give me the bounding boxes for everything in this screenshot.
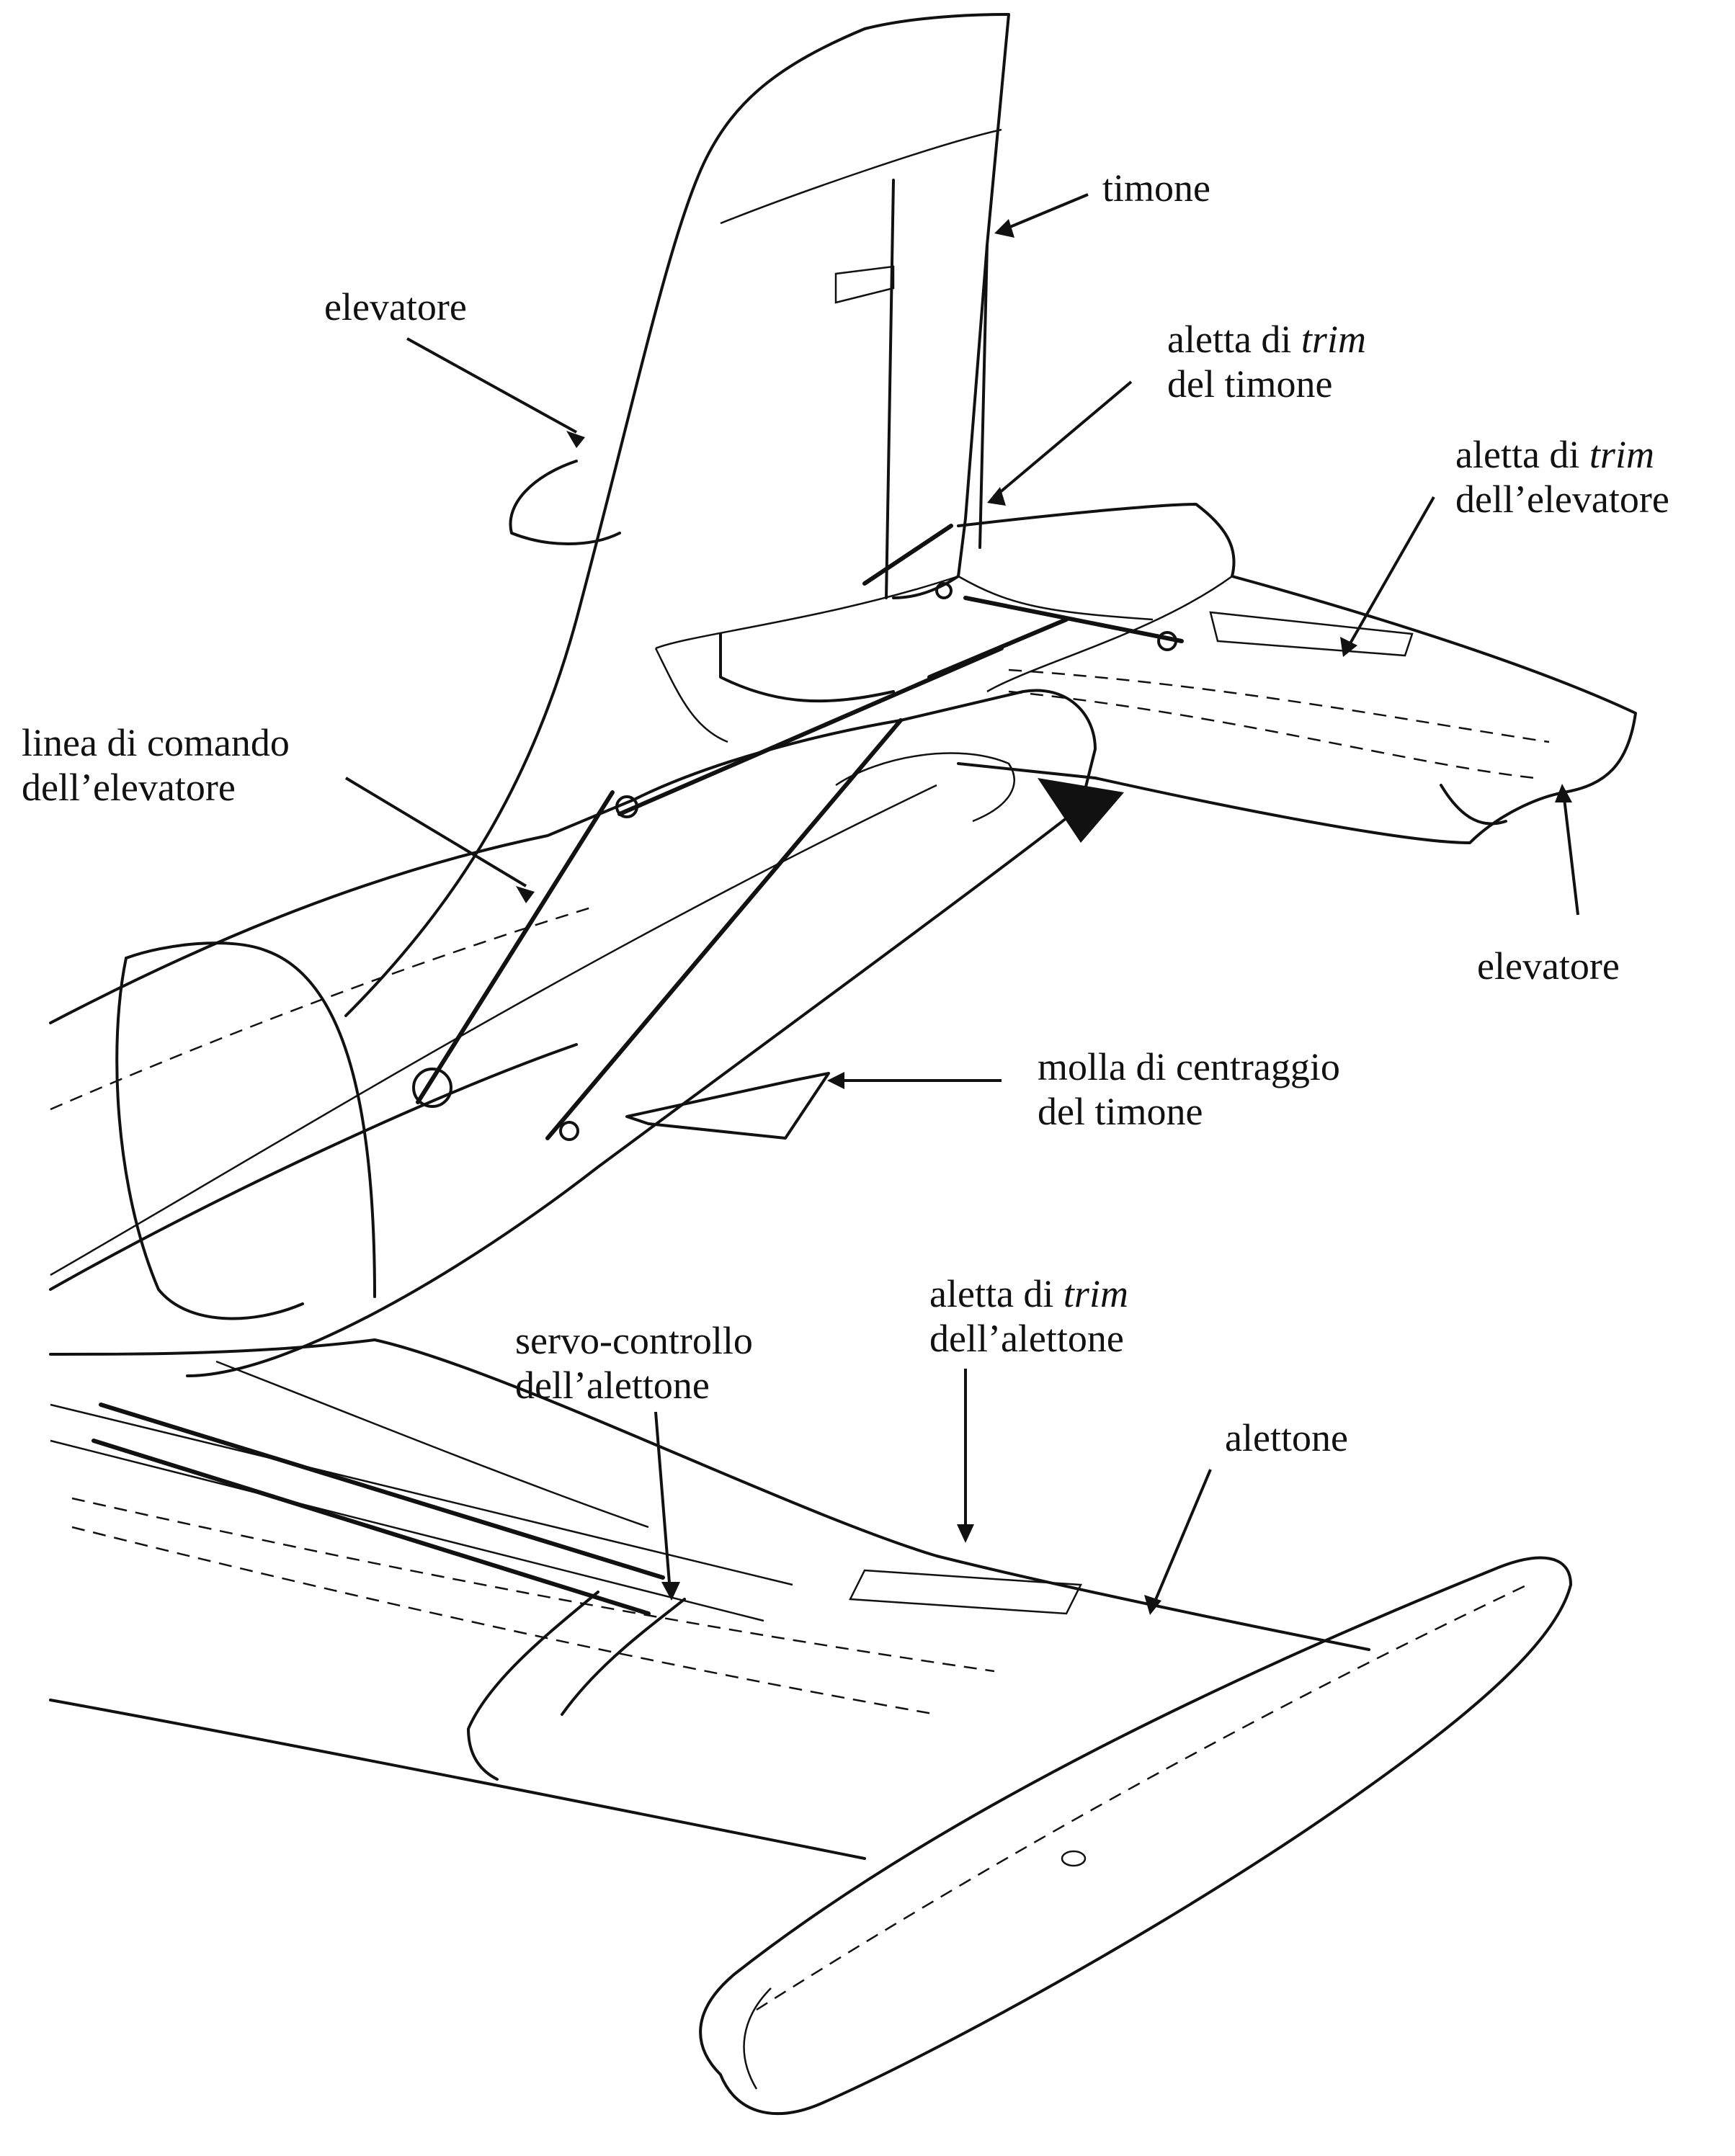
label-trim-alettone-line1: aletta di trim [929,1271,1128,1316]
label-servo-line2: dell’alettone [515,1364,710,1407]
label-trim-alettone: aletta di trim dell’alettone [929,1271,1128,1361]
label-trim-timone-prefix: aletta di [1167,318,1301,361]
label-elevatore-right: elevatore [1477,944,1620,988]
label-alettone: alettone [1225,1415,1348,1460]
label-servo-line1: servo-controllo [515,1319,753,1362]
label-linea-comando-line2: dell’elevatore [22,766,236,809]
label-trim-alettone-trim: trim [1063,1272,1128,1315]
arrowheads [516,219,1572,1615]
fuselage [49,689,1124,1377]
label-linea-comando-line1: linea di comando [22,721,290,764]
label-elevatore-right-text: elevatore [1477,944,1620,988]
rudder-centering-spring-plate [625,1072,830,1140]
label-trim-timone-trim: trim [1301,318,1366,361]
label-trim-elevatore-line1: aletta di trim [1455,432,1669,477]
label-trim-elevatore: aletta di trim dell’elevatore [1455,432,1669,522]
label-trim-elevatore-line2: dell’elevatore [1455,478,1669,521]
label-trim-elevatore-trim: trim [1589,433,1654,476]
label-molla-line2: del timone [1038,1090,1203,1133]
label-trim-alettone-line2: dell’alettone [929,1317,1124,1360]
label-elevatore-top: elevatore [324,285,467,329]
label-trim-alettone-prefix: aletta di [929,1272,1063,1315]
label-alettone-text: alettone [1225,1416,1348,1459]
label-timone: timone [1102,166,1210,210]
vertical-tail [344,13,1010,1017]
label-timone-text: timone [1102,166,1210,210]
horizontal-stabilizer [957,503,1637,844]
label-servo-controllo: servo-controllo dell’alettone [515,1318,753,1408]
label-elevatore-top-text: elevatore [324,285,467,328]
label-trim-elevatore-prefix: aletta di [1455,433,1589,476]
wing [49,1338,1572,2115]
label-linea-comando: linea di comando dell’elevatore [22,720,290,810]
label-trim-timone-line2: del timone [1167,362,1333,406]
label-trim-timone-line1: aletta di trim [1167,317,1366,362]
label-molla-centraggio: molla di centraggio del timone [1038,1045,1340,1134]
label-trim-timone: aletta di trim del timone [1167,317,1366,406]
control-linkages [412,524,1184,1141]
leader-lines [344,193,1579,1607]
label-molla-line1: molla di centraggio [1038,1045,1340,1088]
